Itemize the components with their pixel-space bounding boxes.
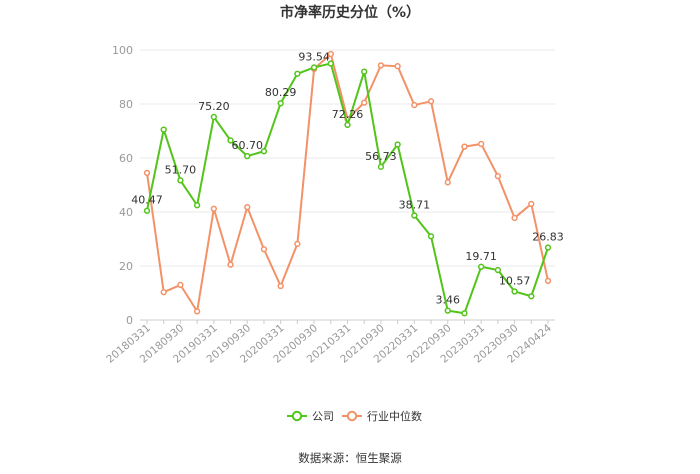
series-layer	[143, 50, 552, 317]
data-point	[310, 64, 318, 71]
data-point	[193, 202, 201, 209]
data-point	[544, 277, 552, 285]
data-point	[394, 63, 401, 70]
data-label: 38.71	[399, 198, 431, 211]
y-tick-label: 40	[119, 206, 133, 219]
data-label: 51.70	[165, 163, 197, 176]
data-label: 72.26	[332, 108, 364, 121]
data-label: 10.57	[499, 274, 531, 287]
data-point	[227, 261, 234, 268]
data-point	[544, 244, 552, 251]
data-point	[227, 137, 234, 144]
data-label: 93.54	[298, 50, 330, 63]
y-axis: 0 20 40 60 80 100	[112, 44, 133, 327]
data-point	[210, 113, 217, 121]
data-label: 75.20	[198, 100, 230, 113]
legend-item-1[interactable]: 行业中位数	[342, 409, 422, 423]
series-line	[146, 53, 549, 313]
data-point	[461, 310, 468, 317]
y-tick-label: 100	[112, 44, 133, 57]
grid	[140, 49, 555, 321]
series-1	[143, 50, 552, 315]
data-point	[461, 143, 468, 150]
x-axis: 2018033120180930201903312019093020200331…	[104, 320, 554, 366]
y-tick-label: 60	[119, 152, 133, 165]
data-point	[327, 60, 334, 67]
data-point	[411, 212, 418, 219]
data-point	[427, 233, 435, 240]
source-note: 数据来源：恒生聚源	[298, 451, 402, 465]
data-point	[377, 163, 385, 170]
data-point	[444, 179, 451, 186]
data-point	[494, 266, 502, 274]
data-point	[294, 70, 301, 77]
data-point	[193, 308, 201, 315]
data-point	[143, 169, 151, 177]
data-label: 19.71	[465, 250, 497, 263]
data-point	[160, 126, 167, 133]
data-point	[528, 293, 535, 300]
data-point	[444, 307, 451, 314]
data-labels: 40.47 51.70 75.20 60.70 80.29 93.54 72.26 56.73…	[131, 50, 564, 306]
data-point	[277, 282, 284, 290]
legend: 公司 行业中位数	[287, 409, 422, 423]
series-0	[143, 60, 552, 317]
data-point	[511, 214, 518, 222]
data-point	[361, 99, 368, 106]
data-point	[528, 200, 535, 208]
data-point	[511, 288, 518, 295]
data-label: 80.29	[265, 86, 297, 99]
data-label: 56.73	[365, 150, 397, 163]
data-point	[361, 68, 368, 75]
y-tick-label: 20	[119, 260, 133, 273]
data-point	[478, 140, 485, 148]
data-label: 3.46	[436, 294, 461, 307]
data-point	[411, 101, 418, 109]
legend-label: 公司	[312, 410, 334, 423]
data-label: 60.70	[232, 139, 264, 152]
data-point	[260, 148, 268, 155]
data-point	[210, 205, 217, 212]
data-point	[177, 281, 184, 289]
data-point	[494, 172, 502, 180]
y-tick-label: 0	[126, 314, 133, 327]
data-point	[394, 141, 401, 148]
data-point	[294, 240, 301, 248]
legend-item-0[interactable]: 公司	[287, 410, 334, 423]
data-point	[344, 121, 351, 129]
y-tick-label: 80	[119, 98, 133, 111]
data-point	[160, 289, 167, 296]
data-point	[427, 98, 435, 105]
legend-marker	[346, 410, 358, 422]
data-label: 40.47	[131, 194, 163, 207]
data-point	[377, 62, 385, 69]
data-point	[260, 246, 268, 253]
data-point	[143, 207, 151, 214]
data-point	[327, 50, 334, 58]
legend-marker	[291, 410, 303, 422]
data-label: 26.83	[532, 231, 564, 244]
data-point	[277, 100, 284, 107]
legend-label: 行业中位数	[367, 409, 422, 423]
data-point	[177, 177, 184, 184]
data-point	[478, 263, 485, 270]
data-point	[244, 152, 251, 160]
chart-title: 市净率历史分位（%）	[280, 4, 420, 21]
data-point	[244, 203, 251, 211]
